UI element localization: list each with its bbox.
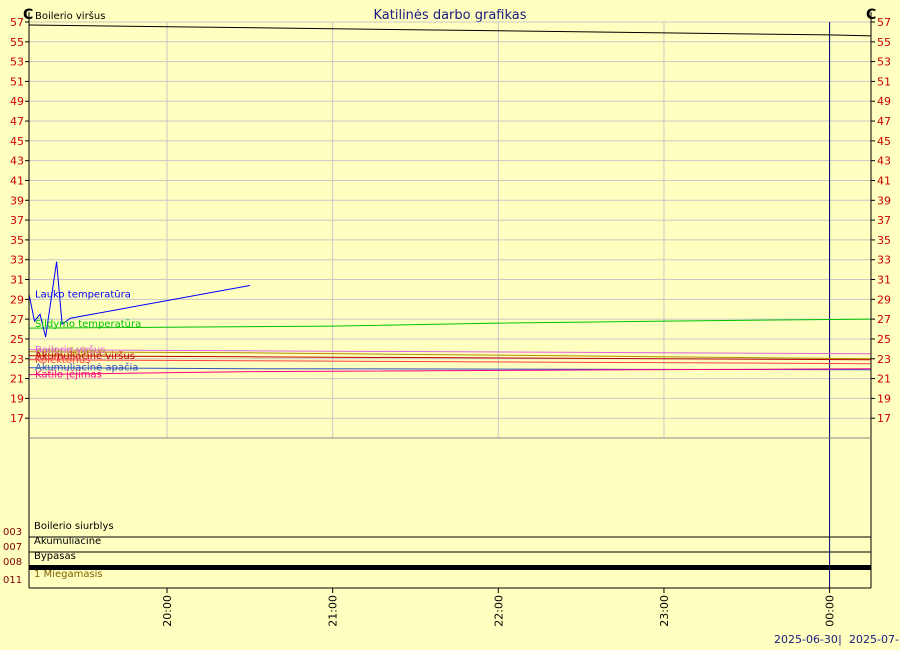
status-row-bar-active (29, 565, 871, 570)
y-tick-label-right: 45 (877, 135, 891, 148)
status-row-label: 1 Miegamasis (34, 569, 103, 580)
y-tick-label: 55 (10, 36, 24, 49)
status-row-label: Bypasas (34, 551, 76, 562)
y-tick-label-right: 39 (877, 194, 891, 207)
series-label: Katilo įėjimas (35, 370, 102, 381)
y-tick-label-right: 31 (877, 274, 891, 287)
date-label-separator: | (838, 633, 842, 646)
series-group (28, 24, 872, 376)
status-row-id: 003 (3, 527, 22, 538)
series-label: Akumuliacinė viršus (35, 350, 135, 362)
y-tick-label-right: 51 (877, 75, 891, 88)
status-row-id: 011 (3, 575, 22, 586)
y-tick-label: 23 (10, 353, 24, 366)
status-rows: 003 Boilerio siurblys 007 Akumuliacinė 008 By… (3, 521, 871, 586)
y-tick-label: 35 (10, 234, 24, 247)
series-line-0 (28, 24, 872, 37)
y-tick-label-right: 41 (877, 174, 891, 187)
series-line-2 (28, 351, 872, 360)
status-row-label: Akumuliacinė (34, 536, 101, 547)
status-row-id: 008 (3, 557, 22, 568)
y-tick-label: 33 (10, 254, 24, 267)
chart-title: Katilinės darbo grafikas (373, 8, 526, 23)
series-label: Šildymo temperatūra (35, 317, 141, 330)
y-tick-label: 31 (10, 274, 24, 287)
y-tick-label: 19 (10, 392, 24, 405)
series-label: Lauko temperatūra (35, 289, 131, 300)
y-tick-label: 39 (10, 194, 24, 207)
series-line-7 (28, 368, 872, 376)
series-labels: Boilerio viršus Šildymo temperatūra Katilo… (35, 10, 141, 381)
y-tick-label: 49 (10, 95, 24, 108)
y-tick-label-right: 35 (877, 234, 891, 247)
y-tick-label: 43 (10, 155, 24, 168)
y-tick-label: 17 (10, 412, 24, 425)
y-tick-label: 29 (10, 293, 24, 306)
status-row-label: Boilerio siurblys (34, 521, 114, 532)
y-tick-label: 47 (10, 115, 24, 128)
y-unit-left: C (23, 7, 33, 23)
y-tick-label: 27 (10, 313, 24, 326)
y-tick-label: 41 (10, 174, 24, 187)
series-label: Boilerio viršus (35, 344, 105, 356)
y-tick-label: 57 (10, 16, 24, 29)
series-line-5 (28, 359, 872, 365)
x-tick-label: 00:00 (824, 595, 837, 627)
y-tick-label: 37 (10, 214, 24, 227)
y-tick-label-right: 43 (877, 155, 891, 168)
y-tick-label-right: 25 (877, 333, 891, 346)
plot-frame (28, 12, 872, 589)
series-line-1 (28, 318, 872, 329)
y-tick-label-right: 55 (877, 36, 891, 49)
series-label: Boilerio viršus (35, 10, 105, 22)
y-tick-label: 45 (10, 135, 24, 148)
y-tick-label: 25 (10, 333, 24, 346)
series-label: Akumuliacinė apačia (35, 362, 138, 374)
y-tick-label-right: 27 (877, 313, 891, 326)
y-tick-label-right: 47 (877, 115, 891, 128)
y-tick-label-right: 37 (877, 214, 891, 227)
y-tick-label: 53 (10, 56, 24, 69)
date-label-right: 2025-07- (849, 633, 899, 646)
y-tick-label-right: 23 (877, 353, 891, 366)
series-line-4 (28, 355, 872, 361)
status-row-id: 007 (3, 542, 22, 553)
x-tick-label: 20:00 (161, 595, 174, 627)
y-tick-label: 51 (10, 75, 24, 88)
x-tick-label: 22:00 (492, 595, 505, 627)
y-axis: 17 17 19 19 21 21 23 23 25 25 27 27 29 29 31 31 33 33 35 35… (10, 16, 891, 425)
x-axis: 20:00 21:00 22:00 23:00 00:00 (161, 588, 837, 627)
date-label-left: 2025-06-30 (774, 633, 838, 646)
y-tick-label: 21 (10, 373, 24, 386)
y-tick-label-right: 53 (877, 56, 891, 69)
y-tick-label-right: 33 (877, 254, 891, 267)
grid (29, 21, 871, 588)
series-label: Katilo išėjimas (35, 346, 107, 358)
x-tick-label: 21:00 (327, 595, 340, 627)
series-line-8 (28, 261, 250, 338)
y-tick-label-right: 21 (877, 373, 891, 386)
x-tick-label: 23:00 (658, 595, 671, 627)
y-tick-label-right: 19 (877, 392, 891, 405)
y-tick-label-right: 49 (877, 95, 891, 108)
y-tick-label-right: 17 (877, 412, 891, 425)
y-tick-label-right: 57 (877, 16, 891, 29)
series-label: Kolektorius (35, 355, 90, 366)
y-tick-label-right: 29 (877, 293, 891, 306)
series-line-3 (28, 349, 872, 355)
